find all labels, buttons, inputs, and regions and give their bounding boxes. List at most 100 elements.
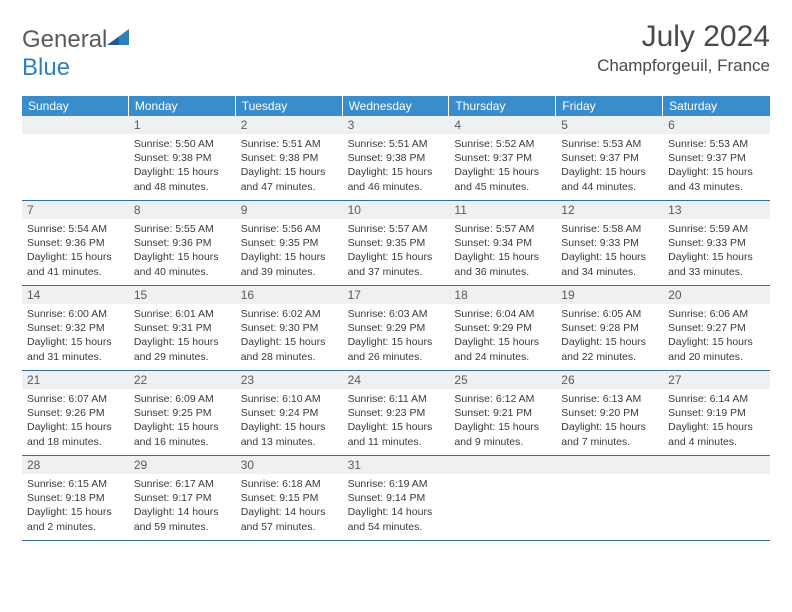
day-detail-line: and 43 minutes. [668,180,765,194]
day-detail-line: Sunset: 9:31 PM [134,321,231,335]
day-cell: 3Sunrise: 5:51 AMSunset: 9:38 PMDaylight… [343,116,450,200]
day-detail-line: Sunset: 9:35 PM [348,236,445,250]
day-detail-line: and 11 minutes. [348,435,445,449]
day-detail-line: Sunrise: 5:51 AM [241,137,338,151]
day-details: Sunrise: 5:59 AMSunset: 9:33 PMDaylight:… [663,219,770,285]
calendar-grid: Sunday Monday Tuesday Wednesday Thursday… [22,96,770,541]
day-cell: 29Sunrise: 6:17 AMSunset: 9:17 PMDayligh… [129,456,236,540]
location-label: Champforgeuil, France [597,56,770,76]
day-detail-line: Sunrise: 5:58 AM [561,222,658,236]
day-cell: 18Sunrise: 6:04 AMSunset: 9:29 PMDayligh… [449,286,556,370]
day-detail-line: Sunset: 9:17 PM [134,491,231,505]
day-cell: 4Sunrise: 5:52 AMSunset: 9:37 PMDaylight… [449,116,556,200]
day-number [22,116,129,134]
logo-triangle-icon [107,29,129,47]
day-number [556,456,663,474]
day-detail-line [454,491,551,505]
day-detail-line: Daylight: 15 hours [348,250,445,264]
day-cell: 14Sunrise: 6:00 AMSunset: 9:32 PMDayligh… [22,286,129,370]
day-detail-line: Daylight: 15 hours [134,250,231,264]
day-cell [663,456,770,540]
day-cell: 25Sunrise: 6:12 AMSunset: 9:21 PMDayligh… [449,371,556,455]
day-cell: 22Sunrise: 6:09 AMSunset: 9:25 PMDayligh… [129,371,236,455]
logo: GeneralBlue [22,26,129,82]
day-detail-line: Daylight: 15 hours [134,335,231,349]
day-detail-line: Daylight: 15 hours [668,335,765,349]
header: GeneralBlue July 2024 Champforgeuil, Fra… [22,20,770,82]
day-detail-line: Sunset: 9:36 PM [27,236,124,250]
day-number: 2 [236,116,343,134]
day-detail-line: Sunrise: 6:14 AM [668,392,765,406]
day-detail-line [454,520,551,534]
day-header: Thursday [449,96,556,116]
day-cell [22,116,129,200]
day-detail-line: and 22 minutes. [561,350,658,364]
day-detail-line: Sunrise: 6:04 AM [454,307,551,321]
day-detail-line [561,477,658,491]
day-detail-line: Daylight: 15 hours [668,420,765,434]
day-detail-line: and 7 minutes. [561,435,658,449]
day-number: 22 [129,371,236,389]
day-number: 27 [663,371,770,389]
day-detail-line: Sunrise: 5:56 AM [241,222,338,236]
month-title: July 2024 [597,20,770,54]
day-detail-line: and 20 minutes. [668,350,765,364]
day-details: Sunrise: 6:10 AMSunset: 9:24 PMDaylight:… [236,389,343,455]
day-header: Monday [129,96,236,116]
day-detail-line: Sunrise: 6:00 AM [27,307,124,321]
day-detail-line: Sunrise: 6:10 AM [241,392,338,406]
day-detail-line: and 47 minutes. [241,180,338,194]
day-detail-line: Sunset: 9:15 PM [241,491,338,505]
day-detail-line: Sunrise: 5:50 AM [134,137,231,151]
day-detail-line: Sunrise: 6:18 AM [241,477,338,491]
day-detail-line: and 59 minutes. [134,520,231,534]
day-detail-line: Sunrise: 6:02 AM [241,307,338,321]
day-number: 4 [449,116,556,134]
day-detail-line: Sunrise: 5:59 AM [668,222,765,236]
day-header-row: Sunday Monday Tuesday Wednesday Thursday… [22,96,770,116]
day-details: Sunrise: 6:13 AMSunset: 9:20 PMDaylight:… [556,389,663,455]
day-detail-line: Sunrise: 6:05 AM [561,307,658,321]
day-number: 16 [236,286,343,304]
day-detail-line: Sunrise: 6:11 AM [348,392,445,406]
day-number: 28 [22,456,129,474]
day-details: Sunrise: 6:19 AMSunset: 9:14 PMDaylight:… [343,474,450,540]
day-cell: 17Sunrise: 6:03 AMSunset: 9:29 PMDayligh… [343,286,450,370]
day-detail-line: Sunset: 9:37 PM [561,151,658,165]
weeks-container: 1Sunrise: 5:50 AMSunset: 9:38 PMDaylight… [22,116,770,541]
day-detail-line: Sunset: 9:18 PM [27,491,124,505]
day-cell: 9Sunrise: 5:56 AMSunset: 9:35 PMDaylight… [236,201,343,285]
day-number: 12 [556,201,663,219]
day-cell: 23Sunrise: 6:10 AMSunset: 9:24 PMDayligh… [236,371,343,455]
day-details: Sunrise: 5:56 AMSunset: 9:35 PMDaylight:… [236,219,343,285]
day-cell: 30Sunrise: 6:18 AMSunset: 9:15 PMDayligh… [236,456,343,540]
title-block: July 2024 Champforgeuil, France [597,20,770,76]
day-detail-line: Sunset: 9:26 PM [27,406,124,420]
day-details: Sunrise: 6:07 AMSunset: 9:26 PMDaylight:… [22,389,129,455]
day-cell: 13Sunrise: 5:59 AMSunset: 9:33 PMDayligh… [663,201,770,285]
week-row: 1Sunrise: 5:50 AMSunset: 9:38 PMDaylight… [22,116,770,201]
day-details: Sunrise: 6:06 AMSunset: 9:27 PMDaylight:… [663,304,770,370]
day-detail-line: Daylight: 15 hours [454,420,551,434]
day-cell: 20Sunrise: 6:06 AMSunset: 9:27 PMDayligh… [663,286,770,370]
day-detail-line: Sunset: 9:34 PM [454,236,551,250]
day-detail-line: Sunset: 9:28 PM [561,321,658,335]
day-details: Sunrise: 6:09 AMSunset: 9:25 PMDaylight:… [129,389,236,455]
day-detail-line: and 40 minutes. [134,265,231,279]
day-detail-line: Sunrise: 6:06 AM [668,307,765,321]
week-row: 7Sunrise: 5:54 AMSunset: 9:36 PMDaylight… [22,201,770,286]
day-number: 23 [236,371,343,389]
day-details: Sunrise: 5:54 AMSunset: 9:36 PMDaylight:… [22,219,129,285]
day-detail-line: and 4 minutes. [668,435,765,449]
day-detail-line: Daylight: 15 hours [134,165,231,179]
day-details [22,134,129,200]
day-number: 20 [663,286,770,304]
week-row: 28Sunrise: 6:15 AMSunset: 9:18 PMDayligh… [22,456,770,541]
day-detail-line [668,477,765,491]
day-detail-line: Daylight: 15 hours [241,420,338,434]
day-detail-line: Daylight: 15 hours [241,250,338,264]
day-details: Sunrise: 5:53 AMSunset: 9:37 PMDaylight:… [556,134,663,200]
day-cell: 31Sunrise: 6:19 AMSunset: 9:14 PMDayligh… [343,456,450,540]
day-detail-line: and 28 minutes. [241,350,338,364]
day-detail-line: and 45 minutes. [454,180,551,194]
